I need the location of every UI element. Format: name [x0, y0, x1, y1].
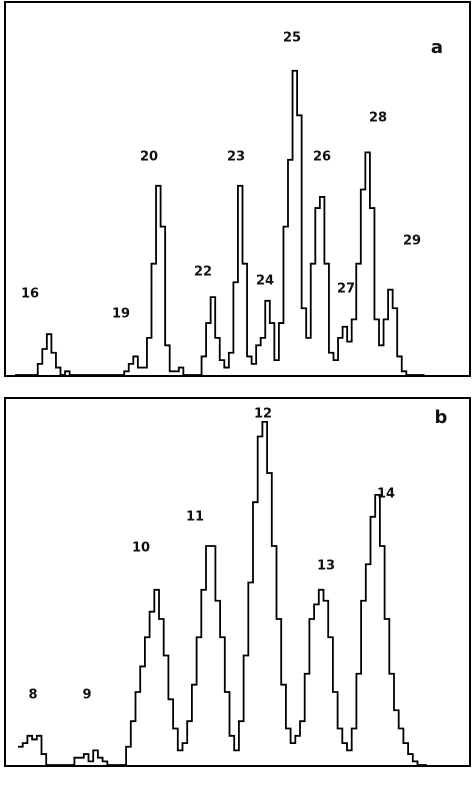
peak-label: 25 [283, 31, 301, 46]
panel-label: b [435, 407, 448, 428]
peak-label: 24 [256, 274, 274, 289]
peak-label: 29 [403, 234, 421, 249]
peak-label: 19 [112, 307, 130, 322]
peak-label: 16 [21, 287, 39, 302]
peak-label: 8 [28, 688, 37, 703]
peak-label: 13 [317, 559, 335, 574]
panel-label: a [431, 37, 443, 58]
peak-label: 26 [313, 150, 331, 165]
histogram-trace [15, 69, 425, 376]
peak-label: 9 [82, 688, 91, 703]
peak-label: 27 [337, 282, 355, 297]
peak-label: 14 [377, 487, 395, 502]
histogram-trace [18, 421, 427, 766]
peak-label: 12 [254, 407, 272, 422]
panel-frame [4, 1, 471, 377]
peak-label: 28 [369, 111, 387, 126]
panel-frame [4, 397, 471, 767]
peak-label: 10 [132, 541, 150, 556]
peak-label: 23 [227, 150, 245, 165]
peak-label: 22 [194, 265, 212, 280]
peak-label: 20 [140, 150, 158, 165]
peak-label: 11 [186, 510, 204, 525]
